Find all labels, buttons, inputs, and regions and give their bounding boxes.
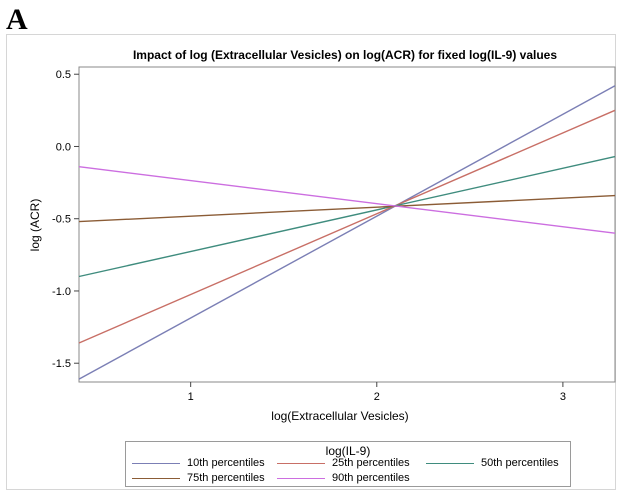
legend-swatch [132, 463, 180, 464]
x-tick-label: 2 [374, 391, 380, 403]
legend-label: 10th percentiles [187, 457, 265, 469]
series-line-4 [78, 194, 616, 223]
legend-swatch [277, 478, 325, 479]
y-axis: -1.5 -1.0 -0.5 0.0 0.5 [52, 69, 79, 370]
panel-label: A [6, 3, 28, 36]
y-tick-label: -1.0 [52, 286, 71, 298]
chart-title: Impact of log (Extracellular Vesicles) o… [133, 48, 557, 62]
legend-label: 90th percentiles [332, 472, 410, 484]
legend-label: 75th percentiles [187, 472, 265, 484]
legend-swatch [426, 463, 474, 464]
legend-label: 50th percentiles [481, 457, 559, 469]
y-tick-label: -0.5 [52, 214, 71, 226]
y-tick-label: 0.0 [56, 141, 71, 153]
legend-swatch [132, 478, 180, 479]
series-line-1 [78, 85, 616, 380]
series-line-3 [78, 155, 616, 278]
x-axis-label: log(Extracellular Vesicles) [271, 409, 408, 423]
legend-swatch [277, 463, 325, 464]
y-tick-label: 0.5 [56, 69, 71, 81]
x-tick-label: 3 [560, 391, 566, 403]
x-axis: 1 2 3 [188, 382, 566, 403]
series-line-5 [78, 166, 616, 234]
legend: log(IL-9) 10th percentiles 25th percentil… [125, 441, 571, 487]
series-group [78, 85, 616, 380]
legend-label: 25th percentiles [332, 457, 410, 469]
legend-title: log(IL-9) [325, 444, 371, 458]
y-axis-label: log (ACR) [28, 199, 42, 252]
series-line-2 [78, 109, 616, 344]
x-tick-label: 1 [188, 391, 194, 403]
y-tick-label: -1.5 [52, 358, 71, 370]
